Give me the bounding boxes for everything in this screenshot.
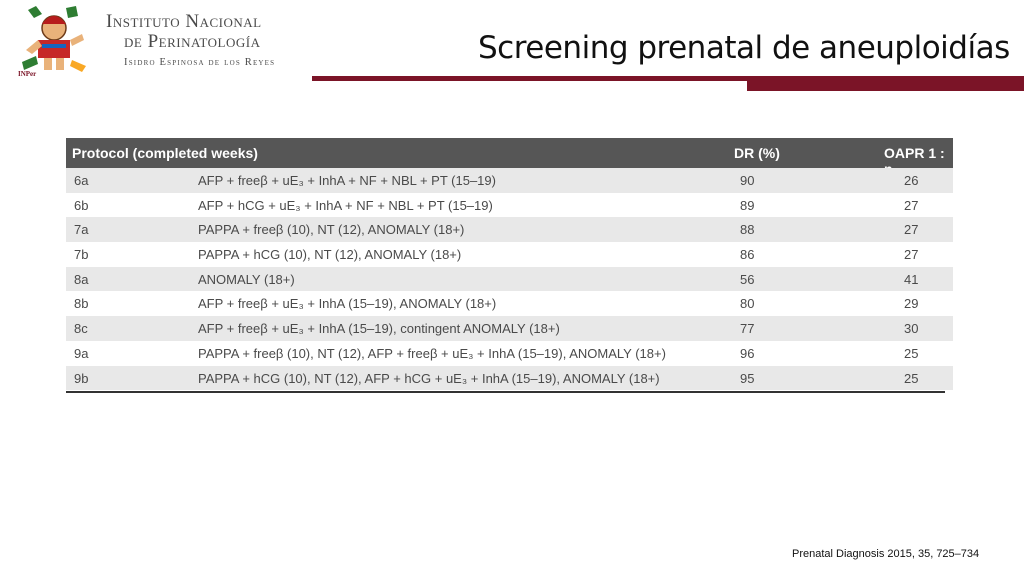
accent-bar-bottom: [747, 81, 1024, 91]
row-oapr: 27: [904, 197, 919, 213]
row-protocol: AFP + freeβ + uE₃ + InhA (15–19), ANOMAL…: [198, 296, 497, 312]
institute-line1: Instituto Nacional: [106, 11, 262, 32]
row-protocol: PAPPA + freeβ (10), NT (12), ANOMALY (18…: [198, 222, 465, 238]
table-row: 7b PAPPA + hCG (10), NT (12), ANOMALY (18…: [66, 242, 953, 267]
row-protocol: PAPPA + freeβ (10), NT (12), AFP + freeβ…: [198, 345, 666, 361]
table-body: 6a AFP + freeβ + uE₃ + InhA + NF + NBL + …: [66, 168, 953, 391]
accent-bar-top: [312, 76, 1024, 81]
row-id: 9b: [74, 370, 89, 386]
table-row: 8c AFP + freeβ + uE₃ + InhA (15–19), cont…: [66, 316, 953, 341]
row-id: 6b: [74, 197, 89, 213]
row-protocol: AFP + hCG + uE₃ + InhA + NF + NBL + PT (…: [198, 197, 493, 213]
row-oapr: 26: [904, 173, 919, 188]
row-oapr: 25: [904, 345, 919, 361]
institute-logo: INPer: [16, 4, 92, 78]
row-protocol: ANOMALY (18+): [198, 271, 295, 287]
row-oapr: 41: [904, 271, 919, 287]
citation: Prenatal Diagnosis 2015, 35, 725–734: [792, 548, 980, 560]
row-dr: 80: [740, 296, 755, 312]
row-dr: 88: [740, 222, 755, 238]
row-id: 7a: [74, 222, 89, 238]
row-protocol: PAPPA + hCG (10), NT (12), ANOMALY (18+): [198, 247, 462, 263]
slide-title: Screening prenatal de aneuploidías: [478, 30, 1010, 66]
row-oapr: 27: [904, 247, 919, 263]
row-protocol: AFP + freeβ + uE₃ + InhA + NF + NBL + PT…: [198, 173, 496, 188]
row-oapr: 25: [904, 370, 919, 386]
svg-text:INPer: INPer: [18, 70, 36, 78]
row-oapr: 27: [904, 222, 919, 238]
protocol-table: Protocol (completed weeks) DR (%) OAPR 1…: [66, 138, 953, 391]
row-dr: 77: [740, 321, 755, 337]
row-id: 8c: [74, 321, 88, 337]
row-id: 6a: [74, 173, 89, 188]
table-row: 6b AFP + hCG + uE₃ + InhA + NF + NBL + PT…: [66, 192, 953, 218]
row-id: 7b: [74, 247, 89, 263]
table-row: 8b AFP + freeβ + uE₃ + InhA (15–19), ANOM…: [66, 291, 953, 317]
row-protocol: PAPPA + hCG (10), NT (12), AFP + hCG + u…: [198, 370, 660, 386]
institute-line2: de Perinatología: [124, 31, 261, 52]
table-row: 9a PAPPA + freeβ (10), NT (12), AFP + fre…: [66, 340, 953, 366]
table-header: Protocol (completed weeks) DR (%) OAPR 1…: [66, 138, 953, 177]
row-id: 9a: [74, 345, 89, 361]
row-dr: 56: [740, 271, 755, 287]
row-dr: 95: [740, 370, 755, 386]
table-bottom-rule: [66, 391, 945, 393]
row-oapr: 29: [904, 296, 919, 312]
row-id: 8b: [74, 296, 89, 312]
row-dr: 96: [740, 345, 755, 361]
row-id: 8a: [74, 271, 89, 287]
table-row: 7a PAPPA + freeβ (10), NT (12), ANOMALY (…: [66, 217, 953, 243]
table-row: 6a AFP + freeβ + uE₃ + InhA + NF + NBL + …: [66, 168, 953, 193]
row-protocol: AFP + freeβ + uE₃ + InhA (15–19), contin…: [198, 321, 560, 337]
institute-name: Instituto Nacional de Perinatología Isid…: [106, 12, 275, 70]
table-row: 9b PAPPA + hCG (10), NT (12), AFP + hCG +…: [66, 365, 953, 391]
column-header-dr: DR (%): [734, 145, 780, 161]
row-dr: 89: [740, 197, 755, 213]
row-dr: 86: [740, 247, 755, 263]
row-oapr: 30: [904, 321, 919, 337]
institute-line3: Isidro Espinosa de los Reyes: [124, 57, 276, 68]
table-row: 8a ANOMALY (18+) 56 41: [66, 266, 953, 292]
row-dr: 90: [740, 173, 755, 188]
column-header-protocol: Protocol (completed weeks): [72, 145, 258, 161]
